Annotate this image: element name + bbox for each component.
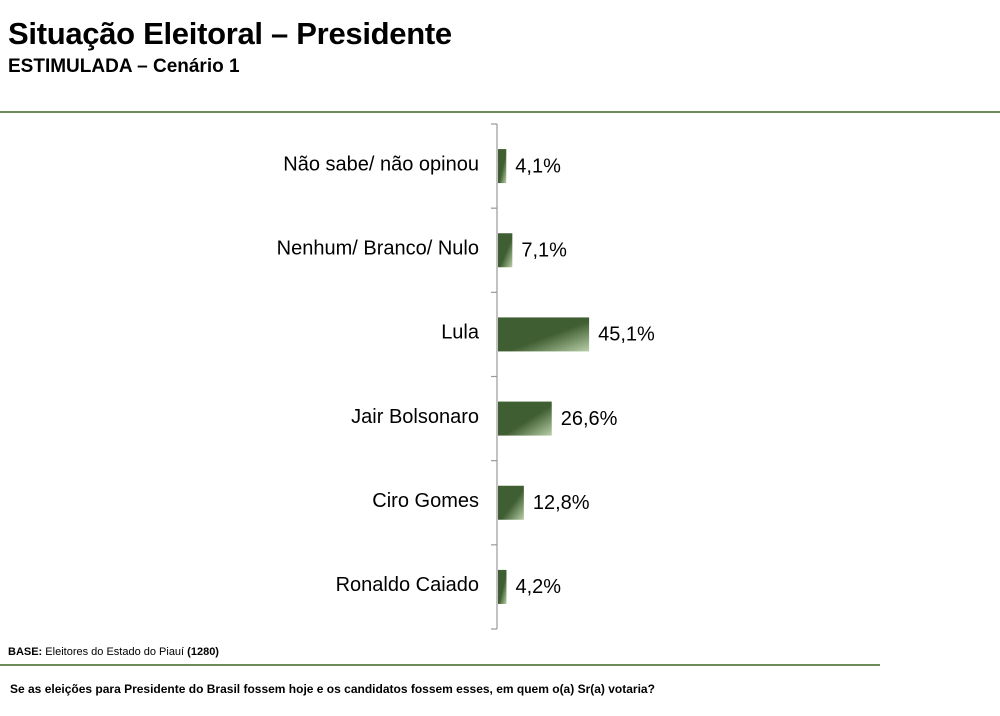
- data-label: 12,8%: [533, 492, 590, 514]
- page-subtitle: ESTIMULADA – Cenário 1: [8, 56, 240, 77]
- category-label: Lula: [441, 322, 480, 344]
- page-title: Situação Eleitoral – Presidente: [8, 16, 452, 51]
- category-label: Nenhum/ Branco/ Nulo: [277, 238, 479, 260]
- chart-bar: [498, 569, 507, 604]
- base-text: Eleitores do Estado do Piauí: [45, 646, 185, 658]
- chart-bar: [498, 317, 590, 352]
- base-label: BASE:: [8, 646, 43, 658]
- header-divider: [0, 111, 1000, 113]
- data-label: 7,1%: [521, 240, 567, 262]
- data-label: 4,2%: [515, 576, 561, 598]
- chart-bar: [498, 485, 524, 520]
- data-label: 45,1%: [598, 324, 655, 346]
- category-label: Ronaldo Caiado: [336, 574, 479, 596]
- survey-question: Se as eleições para Presidente do Brasil…: [10, 682, 655, 696]
- data-label: 26,6%: [561, 408, 618, 430]
- bar-chart: Não sabe/ não opinou 4,1% Nenhum/ Branco/ …: [277, 123, 655, 630]
- footer-divider: [0, 664, 880, 666]
- chart-bar: [498, 149, 507, 184]
- chart-bar: [498, 401, 552, 436]
- category-label: Jair Bolsonaro: [351, 406, 479, 428]
- data-label: 4,1%: [515, 155, 561, 177]
- category-label: Não sabe/ não opinou: [283, 153, 479, 175]
- base-note: BASE: Eleitores do Estado do Piauí (1280…: [8, 646, 219, 658]
- base-count: (1280): [187, 646, 219, 658]
- chart-bar: [498, 233, 513, 268]
- category-label: Ciro Gomes: [372, 490, 479, 512]
